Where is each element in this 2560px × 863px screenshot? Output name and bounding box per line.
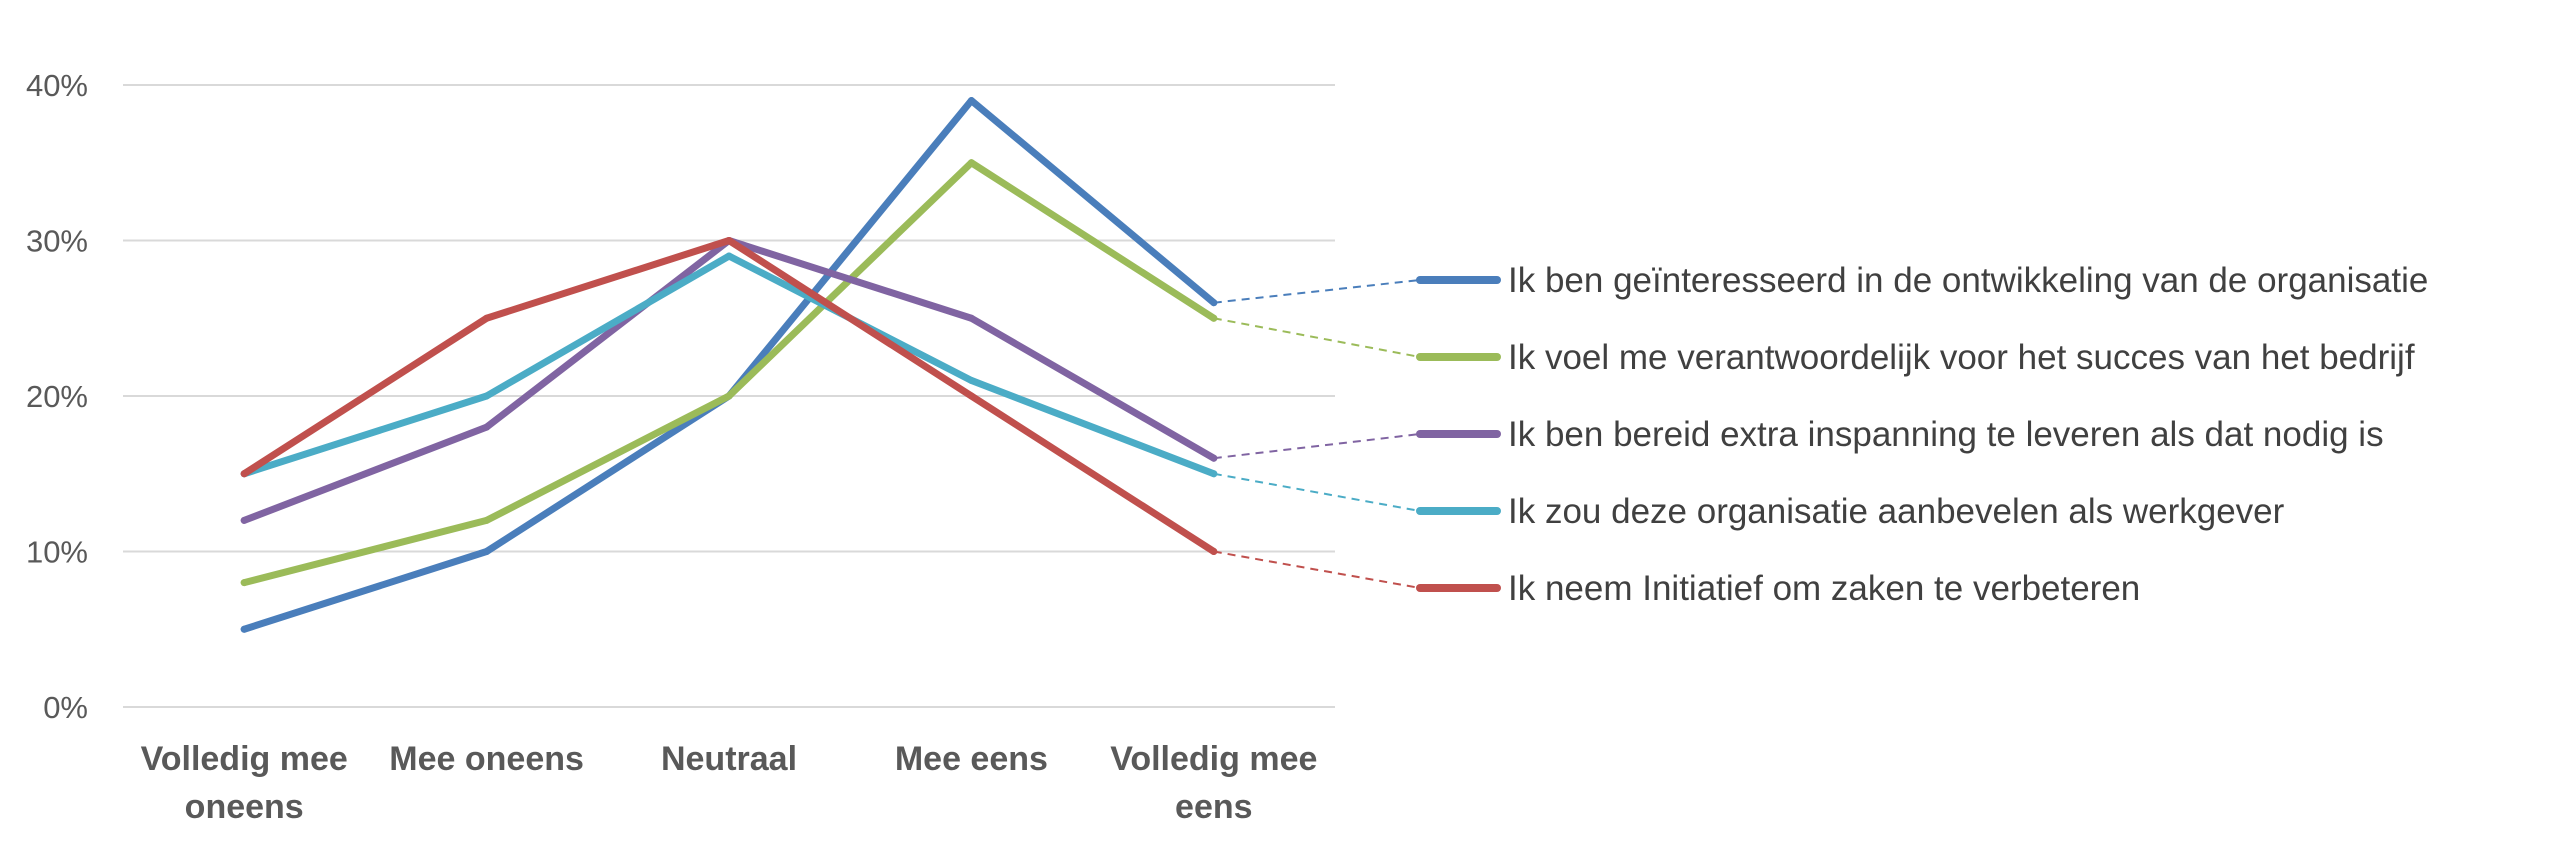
data-point xyxy=(483,423,491,431)
y-tick-label: 40% xyxy=(26,68,88,103)
x-category-label-line: Mee oneens xyxy=(389,740,584,778)
data-point xyxy=(1210,314,1218,322)
x-category-label: Neutraal xyxy=(661,740,797,778)
legend-label: Ik voel me verantwoordelijk voor het suc… xyxy=(1508,338,2415,377)
series-line xyxy=(240,97,1218,633)
data-point xyxy=(240,516,248,524)
data-point xyxy=(725,252,733,260)
data-point xyxy=(483,392,491,400)
legend-leader-line xyxy=(1213,433,1421,460)
x-category-label-line: oneens xyxy=(185,788,304,826)
data-point xyxy=(1210,548,1218,555)
legend-leader-line xyxy=(1213,550,1421,589)
data-point xyxy=(1210,299,1218,307)
x-category-label-line: Volledig mee xyxy=(141,740,348,778)
data-point xyxy=(1210,454,1218,462)
data-point xyxy=(725,392,733,400)
x-category-label: Mee oneens xyxy=(389,740,584,778)
y-tick-label: 10% xyxy=(26,535,88,570)
x-category-label: Volledig mee oneens xyxy=(141,740,348,826)
legend-label: Ik zou deze organisatie aanbevelen als w… xyxy=(1508,492,2285,531)
x-category-label-line: eens xyxy=(1175,788,1253,826)
series-lines xyxy=(240,97,1218,633)
x-axis-category-labels: Volledig mee oneens Mee oneens Neutraal Mee … xyxy=(141,740,1318,826)
y-tick-label: 0% xyxy=(43,690,88,725)
data-point xyxy=(967,97,975,105)
y-tick-label: 30% xyxy=(26,224,88,259)
data-point xyxy=(967,376,975,384)
data-point xyxy=(483,548,491,555)
legend-leader-line xyxy=(1213,279,1421,304)
legend-label: Ik neem Initiatief om zaken te verbetere… xyxy=(1508,569,2140,608)
x-category-label: Volledig mee eens xyxy=(1110,740,1317,826)
data-point xyxy=(1210,470,1218,478)
legend-leader-line xyxy=(1213,317,1421,358)
legend-leader-line xyxy=(1213,472,1421,512)
data-point xyxy=(240,470,248,478)
series-line xyxy=(240,252,1218,478)
data-point xyxy=(967,159,975,167)
data-point xyxy=(967,392,975,400)
data-point xyxy=(483,516,491,524)
x-category-label-line: Mee eens xyxy=(895,740,1048,778)
legend-leader-lines xyxy=(1213,279,1421,589)
x-category-label-line: Volledig mee xyxy=(1110,740,1317,778)
data-point xyxy=(240,625,248,633)
legend-label: Ik ben geïnteresseerd in de ontwikkeling… xyxy=(1508,261,2428,300)
data-point xyxy=(967,314,975,322)
data-point xyxy=(483,314,491,322)
legend: Ik ben geïnteresseerd in de ontwikkeling… xyxy=(1416,261,2428,608)
x-category-label-line: Neutraal xyxy=(661,740,797,778)
data-point xyxy=(725,237,733,244)
y-tick-label: 20% xyxy=(26,379,88,414)
x-category-label: Mee eens xyxy=(895,740,1048,778)
data-point xyxy=(240,579,248,587)
legend-label: Ik ben bereid extra inspanning te levere… xyxy=(1508,415,2384,454)
y-axis-tick-labels: 0% 10% 20% 30% 40% xyxy=(26,68,88,725)
